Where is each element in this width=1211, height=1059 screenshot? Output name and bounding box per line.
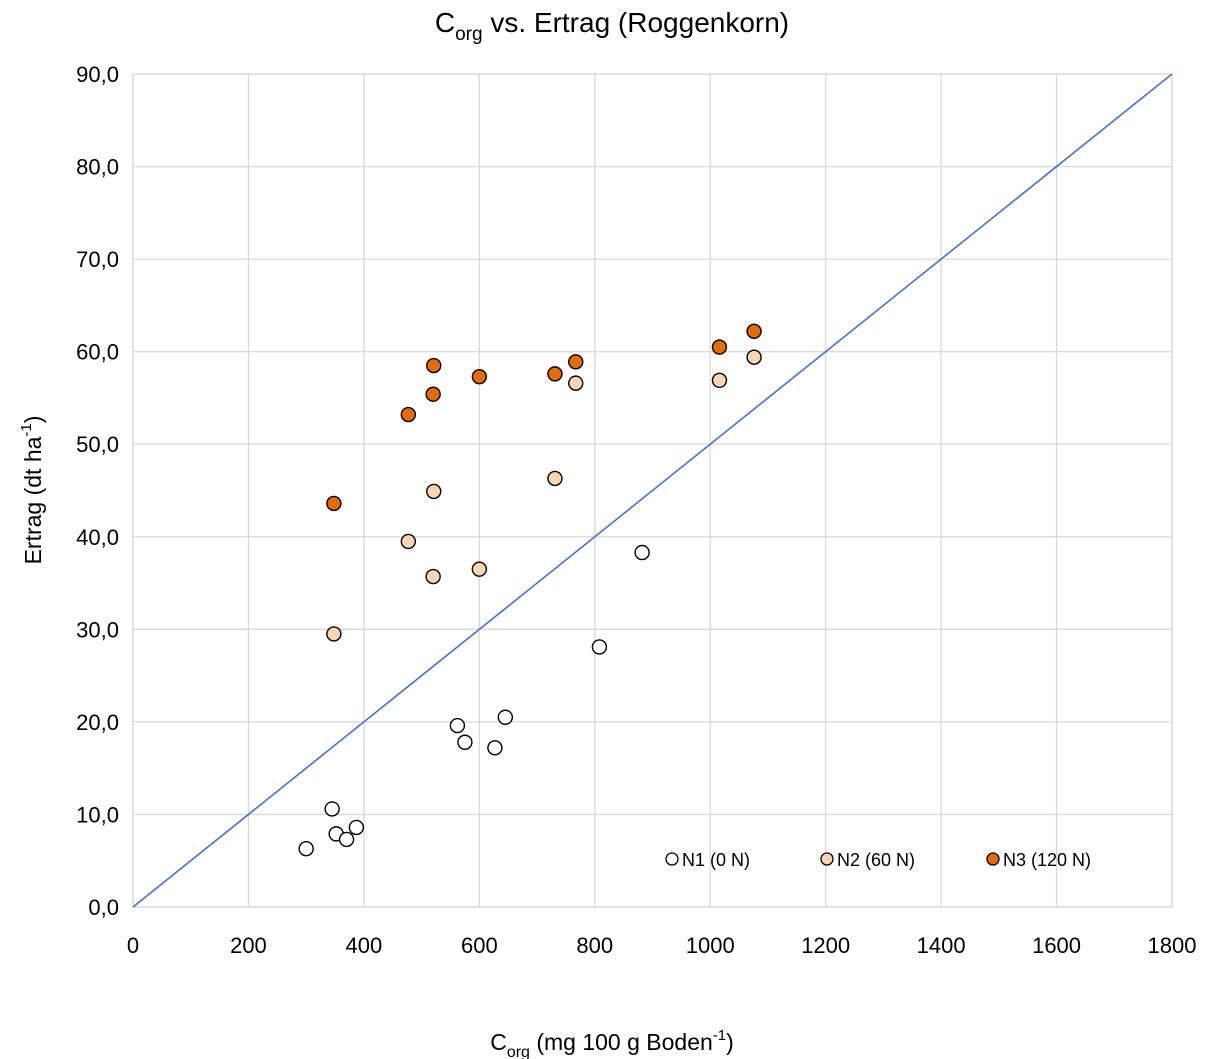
data-point-series-1 (487, 740, 503, 756)
x-tick-label: 600 (461, 933, 498, 958)
y-tick-label: 80,0 (76, 155, 119, 180)
y-tick-label: 20,0 (76, 710, 119, 735)
data-point-series-3 (326, 495, 342, 512)
reference-line (132, 73, 1173, 908)
data-point-series-3 (547, 366, 563, 382)
legend-label-series-2: N2 (60 N) (837, 850, 915, 870)
data-point-series-1 (449, 717, 466, 734)
x-tick-label: 1200 (801, 933, 850, 958)
y-tick-label: 0,0 (88, 895, 119, 920)
data-point-series-1 (591, 639, 608, 655)
y-tick-label: 30,0 (76, 617, 119, 642)
data-point-series-3 (568, 354, 584, 370)
y-tick-label: 90,0 (76, 62, 119, 87)
plot-area (132, 73, 1173, 908)
chart-title: Corg vs. Ertrag (Roggenkorn) (435, 7, 789, 45)
data-point-series-3 (746, 323, 762, 340)
x-tick-label: 800 (576, 933, 613, 958)
data-point-series-1 (457, 734, 473, 750)
data-point-series-1 (298, 840, 314, 857)
data-point-series-1 (338, 831, 355, 848)
x-tick-label: 1600 (1032, 933, 1081, 958)
y-axis-tick-labels: 0,0 10,0 20,0 30,0 40,0 50,0 60,0 70,0 80,0 90,0 (76, 62, 119, 920)
x-axis-title: Corg (mg 100 g Boden-1) (490, 1027, 734, 1059)
y-tick-label: 10,0 (76, 802, 119, 827)
diagonal-reference-line (132, 73, 1173, 908)
x-tick-label: 1000 (686, 933, 735, 958)
legend-marker-series-2 (820, 852, 834, 866)
data-point-series-1 (497, 709, 514, 725)
x-tick-label: 1800 (1148, 933, 1197, 958)
y-tick-label: 50,0 (76, 432, 119, 457)
legend: N1 (0 N) N2 (60 N) N3 (120 N) (665, 850, 1091, 870)
y-tick-label: 70,0 (76, 247, 119, 272)
x-tick-label: 200 (230, 933, 267, 958)
data-point-series-2 (746, 349, 762, 365)
legend-marker-series-1 (665, 852, 679, 866)
y-tick-label: 40,0 (76, 525, 119, 550)
x-axis-tick-labels: 0 200 400 600 800 1000 1200 1400 1600 1800 (127, 933, 1197, 958)
data-point-series-1 (324, 801, 340, 817)
data-point-series-1 (634, 544, 650, 561)
data-point-series-3 (711, 339, 728, 355)
legend-label-series-1: N1 (0 N) (682, 850, 750, 870)
data-point-series-3 (426, 357, 442, 374)
y-tick-label: 60,0 (76, 340, 119, 365)
data-point-series-2 (711, 372, 728, 389)
data-point-series-1 (348, 819, 365, 836)
x-tick-label: 400 (346, 933, 383, 958)
plot-border (132, 73, 1173, 908)
data-points (298, 323, 762, 857)
data-point-series-2 (400, 533, 417, 550)
y-axis-title: Ertrag (dt ha-1) (18, 416, 46, 565)
legend-label-series-3: N3 (120 N) (1003, 850, 1091, 870)
data-point-series-3 (400, 406, 417, 423)
data-point-series-2 (426, 483, 442, 500)
x-tick-label: 0 (127, 933, 139, 958)
data-point-series-3 (425, 386, 441, 402)
data-point-series-2 (547, 470, 563, 487)
data-point-series-2 (568, 375, 584, 391)
data-point-series-2 (326, 626, 342, 642)
legend-marker-series-3 (986, 852, 1000, 866)
data-point-series-2 (471, 561, 488, 577)
x-tick-label: 1400 (917, 933, 966, 958)
data-point-series-2 (425, 568, 441, 585)
data-point-series-3 (471, 368, 488, 385)
